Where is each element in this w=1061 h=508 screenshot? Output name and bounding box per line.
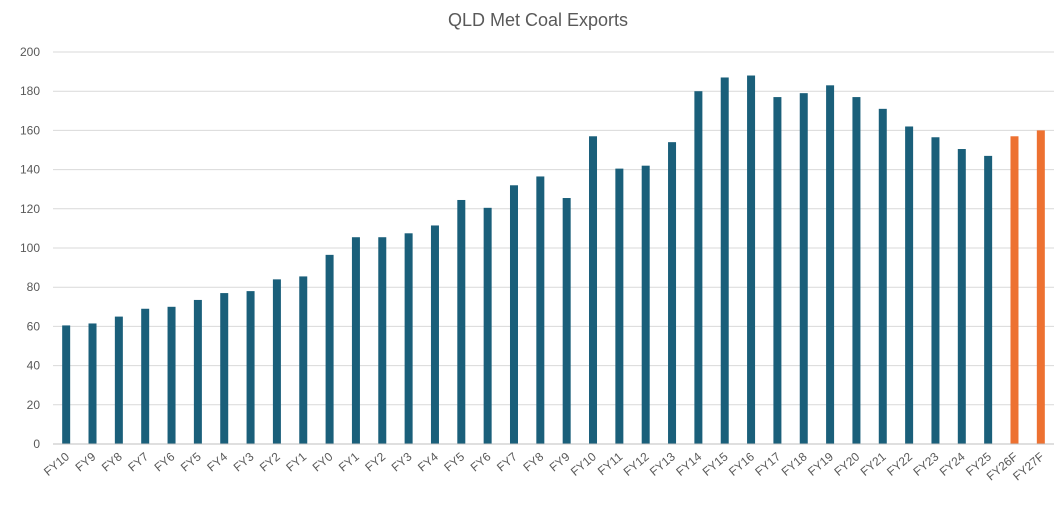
bar-fy0 bbox=[325, 254, 334, 444]
bar-fy24 bbox=[957, 149, 966, 444]
x-tick-label: FY8 bbox=[520, 449, 546, 474]
x-tick-label: FY12 bbox=[621, 449, 652, 478]
bar-fy7 bbox=[509, 185, 518, 444]
bar-fy12 bbox=[641, 165, 650, 444]
x-tick-label: FY21 bbox=[858, 449, 889, 478]
x-tick-label: FY1 bbox=[336, 449, 362, 474]
bar-fy3 bbox=[404, 233, 413, 444]
bar-fy15 bbox=[720, 77, 729, 444]
bar-fy11 bbox=[615, 168, 624, 444]
bar-fy13 bbox=[668, 142, 677, 444]
bar-fy8 bbox=[114, 316, 123, 444]
bar-fy2 bbox=[378, 237, 387, 444]
x-tick-label: FY14 bbox=[673, 449, 704, 478]
bar-fy2 bbox=[272, 279, 281, 444]
x-tick-label: FY4 bbox=[204, 449, 230, 474]
x-tick-label: FY3 bbox=[389, 449, 415, 474]
bar-fy23 bbox=[931, 137, 940, 444]
bar-fy22 bbox=[905, 126, 914, 444]
y-tick-label: 200 bbox=[20, 45, 40, 59]
y-tick-label: 0 bbox=[33, 437, 40, 451]
bar-fy6 bbox=[483, 207, 492, 444]
bar-fy1 bbox=[351, 237, 360, 444]
chart-title: QLD Met Coal Exports bbox=[448, 10, 628, 30]
bar-fy9 bbox=[562, 198, 571, 444]
x-tick-label: FY17 bbox=[752, 449, 783, 478]
bar-fy7 bbox=[141, 308, 150, 444]
x-tick-label: FY24 bbox=[937, 449, 968, 478]
x-tick-label: FY5 bbox=[441, 449, 467, 474]
x-tick-label: FY7 bbox=[494, 449, 520, 474]
y-tick-label: 180 bbox=[20, 84, 40, 98]
x-tick-label: FY6 bbox=[152, 449, 178, 474]
bar-fy5 bbox=[457, 199, 466, 444]
x-tick-label: FY16 bbox=[726, 449, 757, 478]
x-tick-label: FY11 bbox=[595, 449, 626, 478]
bar-fy14 bbox=[694, 91, 703, 444]
x-tick-label: FY22 bbox=[884, 449, 915, 478]
x-tick-label: FY6 bbox=[468, 449, 494, 474]
bar-fy8 bbox=[536, 176, 545, 444]
y-tick-label: 80 bbox=[27, 280, 41, 294]
bar-fy10 bbox=[589, 136, 598, 444]
y-tick-label: 120 bbox=[20, 202, 40, 216]
x-tick-label: FY4 bbox=[415, 449, 441, 474]
bar-fy9 bbox=[88, 323, 97, 444]
bar-fy20 bbox=[852, 97, 861, 444]
y-tick-label: 140 bbox=[20, 163, 40, 177]
bar-fy10 bbox=[62, 325, 71, 444]
bar-fy6 bbox=[167, 306, 176, 444]
x-tick-label: FY15 bbox=[700, 449, 731, 478]
bars bbox=[62, 75, 1045, 445]
y-tick-label: 100 bbox=[20, 241, 40, 255]
bar-fy5 bbox=[193, 299, 202, 444]
bar-fy19 bbox=[826, 85, 835, 444]
bar-fy4 bbox=[430, 225, 439, 444]
bar-fy17 bbox=[773, 97, 782, 444]
x-tick-label: FY5 bbox=[178, 449, 204, 474]
gridlines bbox=[53, 51, 1054, 406]
x-axis-ticks: FY10 FY9 FY8 FY7 FY6 FY5 FY4 FY3 FY2 FY1 FY0 FY1 FY2… bbox=[41, 449, 1047, 483]
bar-fy21 bbox=[878, 108, 887, 444]
bar-fy25 bbox=[984, 155, 993, 444]
bar-fy16 bbox=[747, 75, 756, 445]
x-tick-label: FY7 bbox=[125, 449, 151, 474]
x-tick-label: FY2 bbox=[362, 449, 388, 474]
x-tick-label: FY18 bbox=[779, 449, 810, 478]
bar-fy18 bbox=[799, 93, 808, 444]
x-tick-label: FY9 bbox=[73, 449, 99, 474]
y-tick-label: 20 bbox=[27, 398, 41, 412]
bar-fy26f-forecast bbox=[1010, 136, 1019, 444]
x-tick-label: FY13 bbox=[647, 449, 678, 478]
x-tick-label: FY23 bbox=[910, 449, 941, 478]
x-tick-label: FY20 bbox=[831, 449, 862, 478]
bar-fy27f-forecast bbox=[1036, 130, 1045, 444]
x-tick-label: FY0 bbox=[310, 449, 336, 474]
x-tick-label: FY10 bbox=[568, 449, 599, 478]
bar-fy3 bbox=[246, 291, 255, 444]
x-tick-label: FY2 bbox=[257, 449, 283, 474]
x-tick-label: FY1 bbox=[283, 449, 309, 474]
y-axis-ticks: 0 20 40 60 80 100 120 140 160 180 200 bbox=[20, 45, 40, 451]
x-tick-label: FY19 bbox=[805, 449, 836, 478]
x-tick-label: FY8 bbox=[99, 449, 125, 474]
bar-fy1 bbox=[299, 276, 308, 444]
x-tick-label: FY3 bbox=[231, 449, 257, 474]
y-tick-label: 40 bbox=[27, 359, 41, 373]
bar-fy4 bbox=[220, 293, 229, 444]
x-tick-label: FY10 bbox=[41, 449, 72, 478]
y-tick-label: 60 bbox=[27, 319, 41, 333]
y-tick-label: 160 bbox=[20, 123, 40, 137]
